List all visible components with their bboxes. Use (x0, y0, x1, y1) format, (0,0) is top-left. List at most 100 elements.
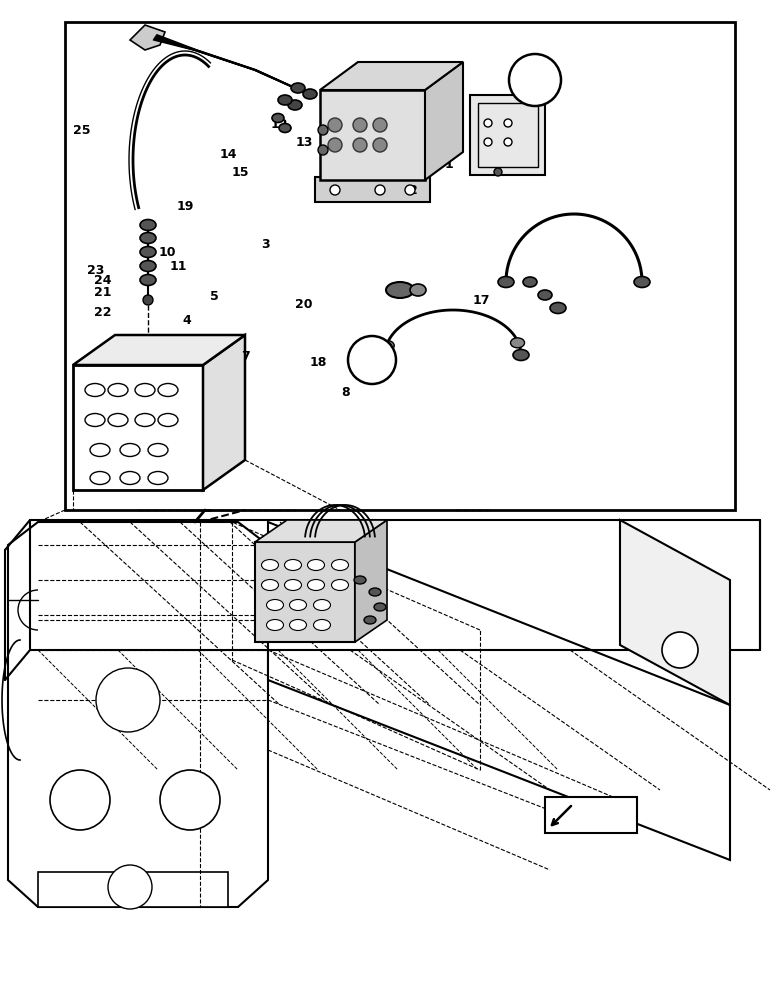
Circle shape (143, 295, 153, 305)
Ellipse shape (285, 560, 302, 570)
Ellipse shape (272, 113, 284, 122)
Circle shape (484, 138, 492, 146)
Ellipse shape (108, 414, 128, 426)
Circle shape (328, 138, 342, 152)
Ellipse shape (634, 276, 650, 288)
Circle shape (509, 54, 561, 106)
Ellipse shape (307, 580, 324, 590)
Bar (73, 365, 203, 490)
Circle shape (330, 185, 340, 195)
Ellipse shape (120, 444, 140, 456)
Polygon shape (203, 335, 245, 490)
Text: 3: 3 (261, 238, 270, 251)
Circle shape (504, 119, 512, 127)
Ellipse shape (278, 95, 292, 105)
Polygon shape (355, 520, 387, 642)
Text: 9: 9 (360, 370, 370, 383)
Polygon shape (425, 62, 463, 180)
Circle shape (373, 118, 387, 132)
Circle shape (373, 138, 387, 152)
Bar (478, 103, 538, 167)
Ellipse shape (314, 599, 331, 610)
Ellipse shape (289, 599, 307, 610)
Circle shape (348, 336, 396, 384)
Ellipse shape (140, 274, 156, 286)
Polygon shape (8, 522, 268, 907)
Ellipse shape (140, 232, 156, 243)
Ellipse shape (332, 580, 349, 590)
Ellipse shape (374, 603, 386, 611)
Ellipse shape (380, 341, 394, 351)
Text: 25: 25 (73, 123, 90, 136)
Ellipse shape (261, 580, 278, 590)
Circle shape (484, 119, 492, 127)
Polygon shape (320, 62, 463, 90)
Text: 10: 10 (159, 245, 176, 258)
Circle shape (328, 118, 342, 132)
Ellipse shape (85, 383, 105, 396)
Bar (315, 177, 430, 202)
Circle shape (318, 125, 328, 135)
Ellipse shape (267, 599, 283, 610)
Ellipse shape (158, 414, 178, 426)
Ellipse shape (386, 282, 414, 298)
Text: 19: 19 (176, 200, 193, 214)
Text: 24: 24 (94, 274, 112, 288)
Text: 14: 14 (220, 148, 237, 161)
Text: FRONT: FRONT (571, 808, 613, 818)
Ellipse shape (354, 576, 366, 584)
Circle shape (353, 118, 367, 132)
Ellipse shape (377, 350, 393, 360)
Bar (470, 95, 545, 175)
Ellipse shape (148, 444, 168, 456)
Ellipse shape (314, 619, 331, 631)
Bar (65, 22, 735, 510)
Text: 20: 20 (296, 298, 313, 312)
Ellipse shape (332, 560, 349, 570)
Bar (255, 542, 355, 642)
Text: A: A (528, 71, 542, 89)
Polygon shape (130, 25, 165, 50)
Circle shape (504, 138, 512, 146)
Ellipse shape (140, 260, 156, 271)
Text: 5: 5 (210, 290, 219, 304)
Text: 1: 1 (444, 157, 453, 170)
Circle shape (96, 668, 160, 732)
Ellipse shape (538, 290, 552, 300)
Bar (38, 872, 228, 907)
Ellipse shape (550, 302, 566, 314)
Ellipse shape (289, 619, 307, 631)
Ellipse shape (90, 472, 110, 485)
Polygon shape (268, 522, 730, 860)
Text: 8: 8 (341, 386, 350, 399)
Text: 2: 2 (409, 184, 418, 196)
Ellipse shape (120, 472, 140, 485)
Ellipse shape (369, 588, 381, 596)
Polygon shape (255, 520, 387, 542)
Text: 22: 22 (94, 306, 112, 318)
Ellipse shape (288, 100, 302, 110)
Polygon shape (620, 520, 730, 705)
Text: 12: 12 (271, 118, 288, 131)
Text: 21: 21 (94, 286, 112, 298)
Ellipse shape (85, 414, 105, 426)
Circle shape (160, 770, 220, 830)
Ellipse shape (285, 580, 302, 590)
Text: 15: 15 (232, 166, 249, 180)
Text: 18: 18 (310, 356, 327, 368)
Circle shape (50, 770, 110, 830)
Ellipse shape (303, 89, 317, 99)
Circle shape (108, 865, 152, 909)
Ellipse shape (410, 284, 426, 296)
Text: 23: 23 (87, 263, 105, 276)
Circle shape (375, 185, 385, 195)
Bar (545, 797, 637, 833)
Polygon shape (73, 335, 245, 365)
Text: 13: 13 (296, 135, 313, 148)
Ellipse shape (140, 246, 156, 257)
Text: 4: 4 (183, 314, 192, 326)
Circle shape (494, 168, 502, 176)
Ellipse shape (158, 383, 178, 396)
Ellipse shape (140, 220, 156, 231)
Text: 17: 17 (473, 294, 490, 306)
